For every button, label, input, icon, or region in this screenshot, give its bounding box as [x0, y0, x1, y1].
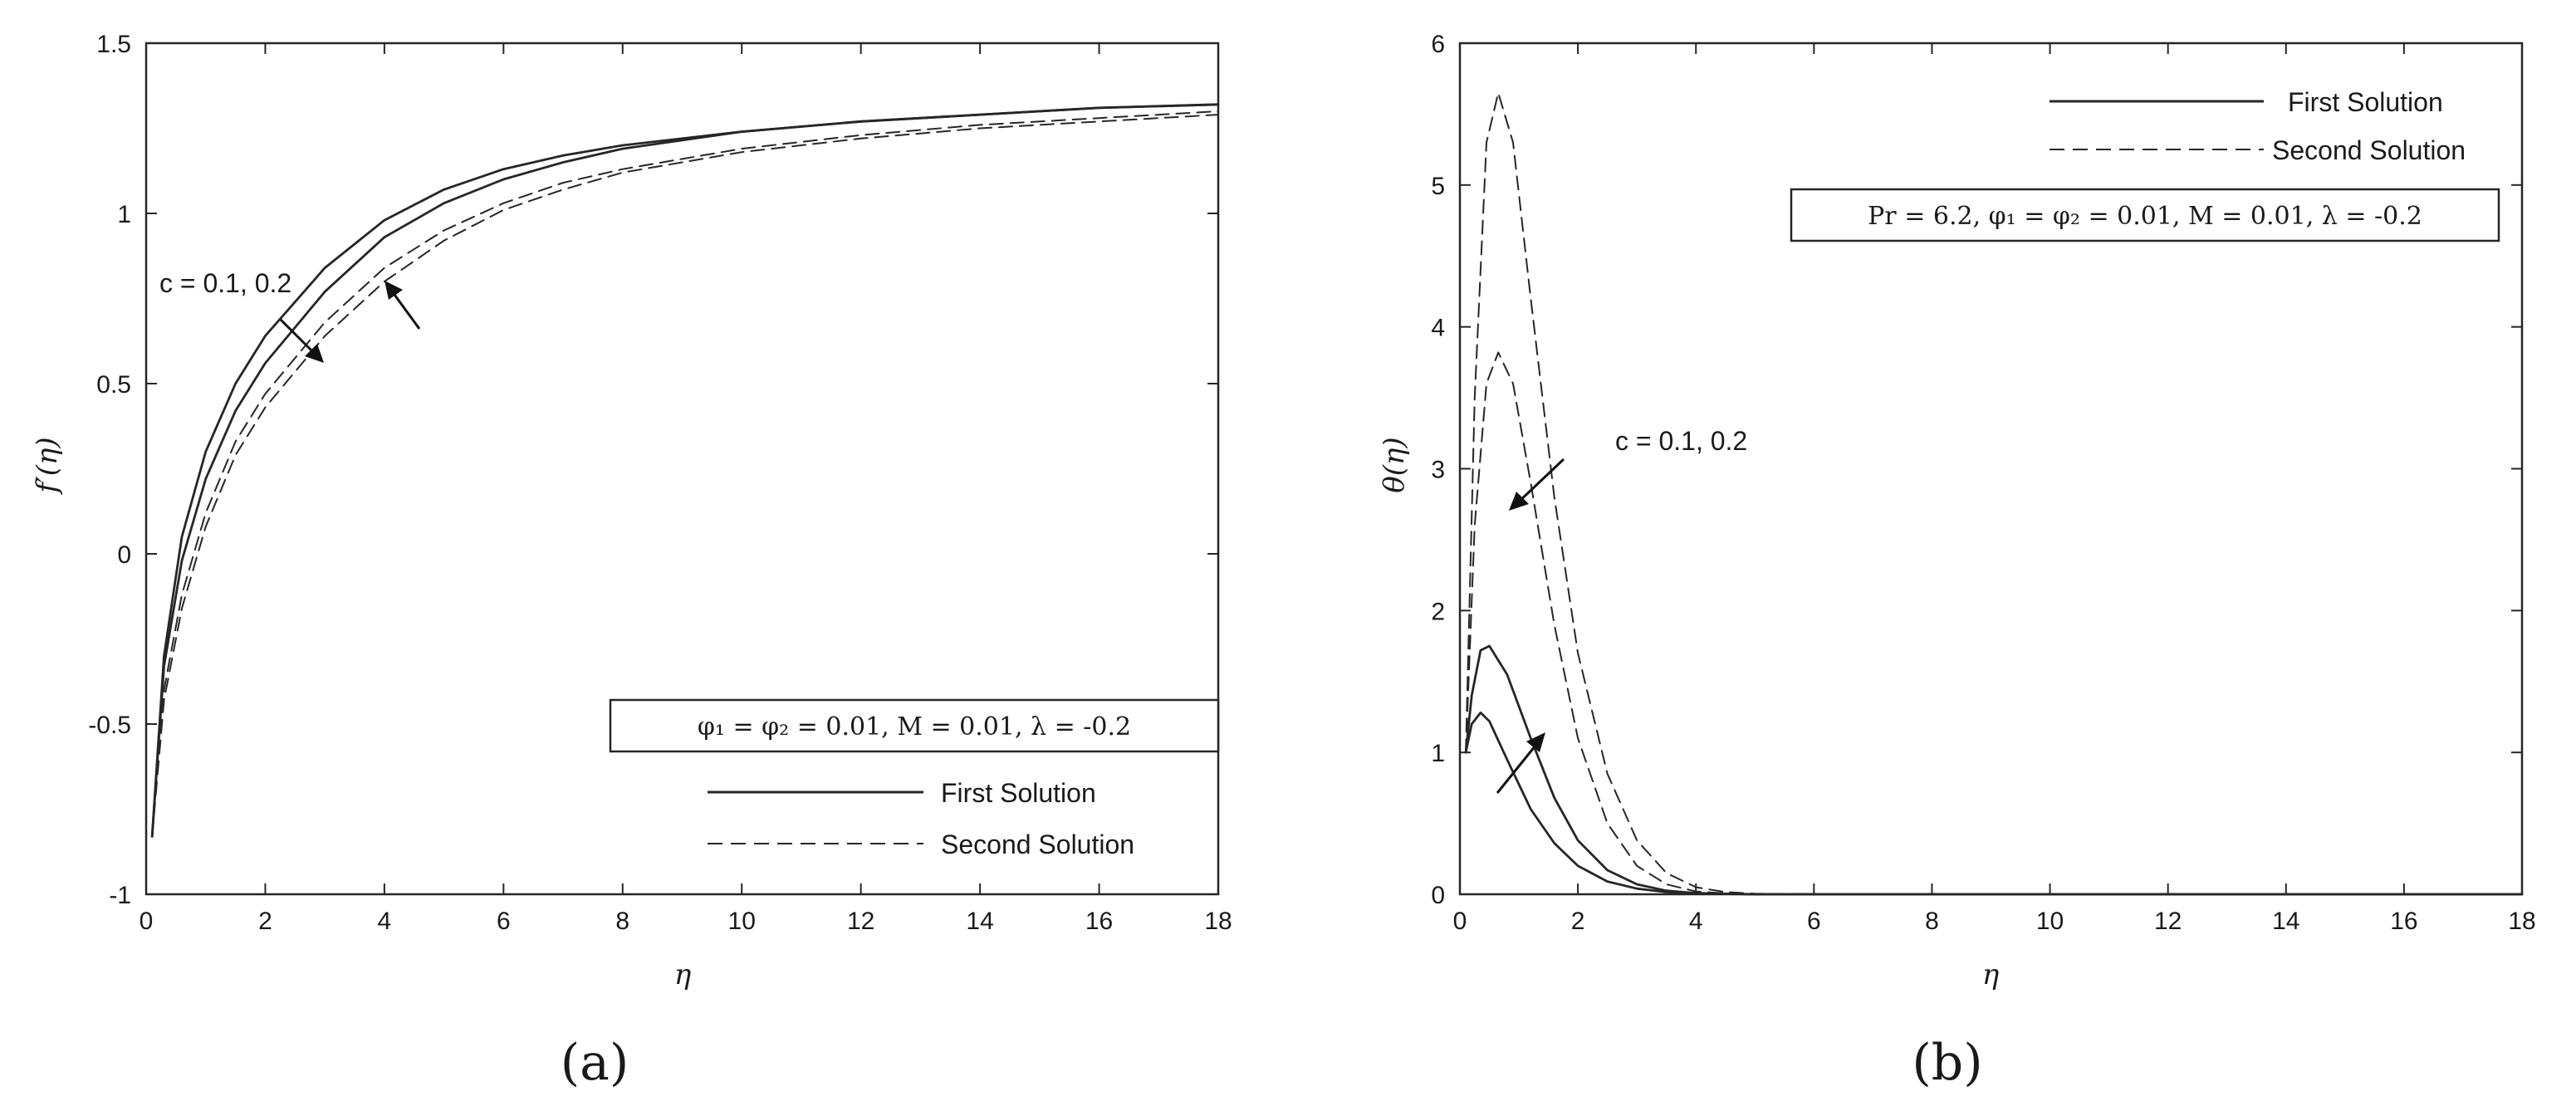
second-solution-line-c-0-2: [151, 114, 1219, 838]
x-tick-label: 8: [615, 908, 629, 935]
y-tick-label: -1: [109, 882, 131, 909]
panel-a-parameter-text: φ₁ = φ₂ = 0.01, M = 0.01, λ = -0.2: [698, 712, 1131, 741]
panel-a-legend: First Solution Second Solution: [708, 778, 1134, 859]
panel-b-arrowhead-dashed: [1509, 492, 1529, 511]
chart-panel-a: 0 2 4 6 8 10 12 14 16 18 -1 -0.5 0 0.5 1 1.5 f′(η) η φ₁…: [31, 31, 1232, 1092]
y-tick-label: 0: [1431, 882, 1445, 909]
second-solution-line-c-0-1: [151, 110, 1219, 838]
panel-b-ylabel: θ(η): [1378, 437, 1411, 492]
panel-b-arrow-dashed: [1515, 458, 1565, 506]
x-tick-label: 4: [378, 908, 392, 935]
panel-b-annotation: c = 0.1, 0.2: [1615, 426, 1747, 456]
panel-a-label: (a): [561, 1034, 629, 1092]
y-tick-label: 4: [1431, 315, 1445, 342]
panel-a-legend-second: Second Solution: [941, 830, 1134, 859]
y-tick-label: 5: [1431, 173, 1445, 200]
x-tick-label: 16: [1085, 908, 1113, 935]
panel-a-arrowhead-dashed: [384, 281, 403, 300]
panel-b-legend: First Solution Second Solution: [2050, 87, 2466, 165]
x-tick-label: 0: [1453, 908, 1467, 935]
y-tick-label: 0.5: [96, 371, 131, 399]
y-tick-label: 0: [117, 541, 131, 569]
first-solution-line-c-0-1: [1464, 711, 2524, 896]
panel-a-legend-first: First Solution: [941, 778, 1096, 808]
x-tick-label: 10: [728, 908, 756, 935]
x-tick-label: 8: [1925, 908, 1939, 935]
first-solution-line-c-0-2: [1464, 644, 2524, 896]
y-tick-label: 2: [1431, 598, 1445, 625]
panel-b-arrow-solid: [1496, 741, 1540, 794]
x-tick-label: 18: [1204, 908, 1232, 935]
x-tick-label: 18: [2508, 908, 2535, 935]
x-tick-label: 14: [2272, 908, 2299, 935]
panel-b-label: (b): [1912, 1034, 1982, 1092]
x-tick-label: 0: [140, 908, 154, 935]
x-tick-label: 2: [1571, 908, 1585, 935]
panel-b-arrowhead-solid: [1526, 732, 1545, 752]
x-tick-label: 10: [2036, 908, 2064, 935]
first-solution-line-c-0-2: [150, 103, 1220, 838]
y-tick-label: 1: [117, 201, 131, 228]
panel-a-axis-ticks: 0 2 4 6 8 10 12 14 16 18 -1 -0.5 0 0.5 1 1.5: [88, 31, 1232, 935]
panel-a-ylabel: f′(η): [31, 437, 64, 495]
panel-b-plot-frame: [1458, 42, 2524, 896]
panel-a-arrow-dashed: [389, 288, 421, 330]
panel-a-lines: [150, 103, 1220, 838]
y-tick-label: -0.5: [88, 712, 131, 739]
x-tick-label: 6: [497, 908, 511, 935]
x-tick-label: 6: [1807, 908, 1821, 935]
panel-a-arrowhead-solid: [305, 344, 324, 363]
y-tick-label: 1: [1431, 740, 1445, 767]
y-tick-label: 6: [1431, 31, 1445, 58]
panel-a-parameter-box: [609, 698, 1220, 753]
y-tick-label: 1.5: [96, 31, 131, 58]
panel-b-parameter-text: Pr = 6.2, φ₁ = φ₂ = 0.01, M = 0.01, λ = …: [1868, 202, 2422, 231]
panel-a-plot-frame: [144, 42, 1220, 896]
x-tick-label: 16: [2390, 908, 2417, 935]
second-solution-line-c-0-2: [1465, 91, 2523, 895]
x-tick-label: 4: [1689, 908, 1703, 935]
x-tick-label: 12: [2154, 908, 2182, 935]
panel-b-legend-first: First Solution: [2288, 87, 2443, 117]
x-tick-label: 12: [847, 908, 874, 935]
panel-b-parameter-box: [1790, 188, 2500, 242]
y-tick-label: 3: [1431, 457, 1445, 484]
panel-a-xlabel: η: [674, 958, 692, 991]
panel-b-legend-second: Second Solution: [2272, 135, 2466, 165]
x-tick-label: 14: [966, 908, 993, 935]
panel-a-annotation: c = 0.1, 0.2: [159, 268, 291, 298]
panel-b-xlabel: η: [1982, 958, 2000, 991]
x-tick-label: 2: [258, 908, 272, 935]
